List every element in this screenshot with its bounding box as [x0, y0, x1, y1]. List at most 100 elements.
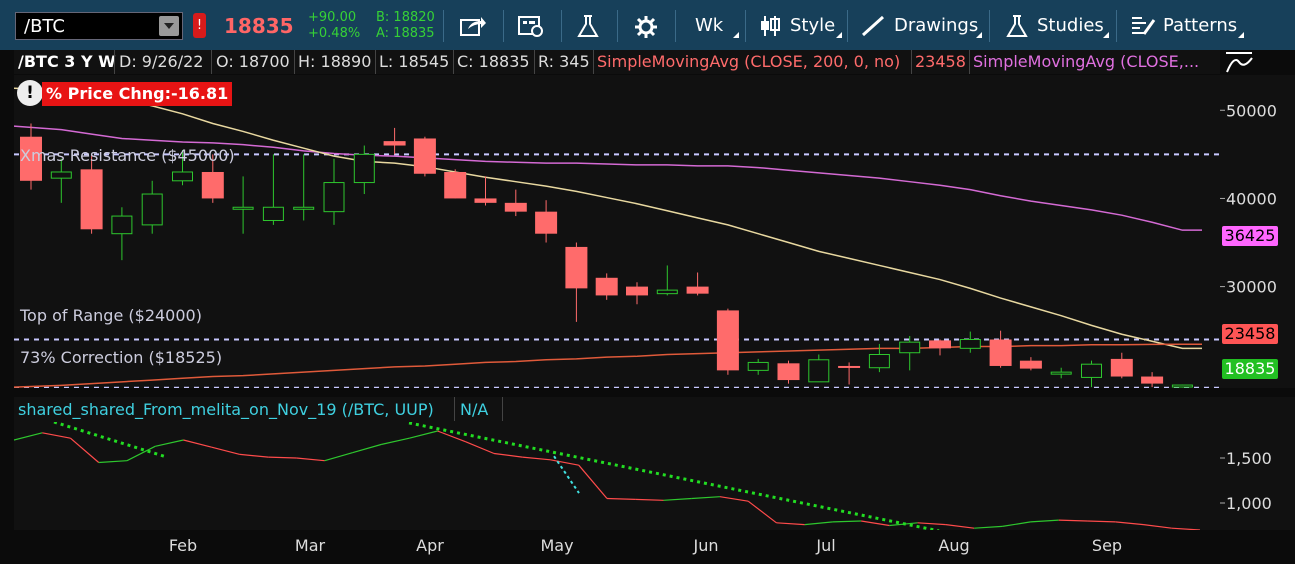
study-line-segment [126, 445, 156, 462]
study-line-segment [1171, 527, 1201, 531]
style-button[interactable]: Style [790, 15, 836, 36]
study-chart[interactable] [13, 420, 1220, 533]
patterns-button[interactable]: Patterns [1163, 15, 1238, 36]
close-value: C: 18835 [457, 52, 530, 71]
bid-ask: B: 18820 A: 18835 [376, 10, 435, 42]
time-axis[interactable]: Feb Mar Apr May Jun Jul Aug Sep [0, 530, 1295, 560]
aggregation-button[interactable]: Wk [695, 15, 724, 36]
info-divider [375, 50, 376, 74]
candle-body [353, 153, 375, 184]
study-line-segment [861, 520, 890, 527]
open-value: O: 18700 [216, 52, 290, 71]
price-axis-label: 50000 [1226, 101, 1277, 120]
candle-body [565, 246, 588, 289]
info-divider [593, 50, 594, 74]
studies-button[interactable]: Studies [1037, 15, 1104, 36]
sma-tan-line [13, 87, 1202, 350]
gear-icon[interactable] [633, 14, 659, 40]
sma200-value: 23458 [915, 52, 966, 71]
study-pane[interactable] [13, 420, 1220, 533]
candle-body [989, 339, 1012, 366]
candle-body [535, 211, 558, 234]
chart-toggle-icon[interactable] [1224, 50, 1254, 76]
price-axis-label: 40000 [1226, 189, 1277, 208]
study-line-segment [550, 459, 579, 466]
study-line-segment [13, 432, 43, 441]
candle-body [232, 206, 254, 210]
price-axis-label: 30000 [1226, 278, 1277, 297]
study-line-segment [493, 452, 523, 458]
study-line-segment [98, 460, 127, 464]
symbol-dropdown-icon[interactable] [159, 16, 179, 36]
study-line-segment [974, 525, 1003, 529]
patterns-icon[interactable] [1130, 14, 1156, 38]
candle-body [413, 138, 436, 174]
sma2-label[interactable]: SimpleMovingAvg (CLOSE,... [973, 52, 1200, 71]
study-line-segment [1030, 519, 1059, 523]
toolbar-divider [1116, 10, 1117, 42]
study-line-segment [945, 524, 975, 529]
study-line-segment [324, 452, 354, 462]
toolbar-divider [503, 10, 504, 42]
price-pane[interactable] [13, 75, 1220, 389]
aggregation-corner-icon [733, 32, 739, 38]
high-value: H: 18890 [298, 52, 372, 71]
study-axis[interactable]: 1,000 1,500 [1220, 397, 1295, 530]
study-line-segment [211, 446, 241, 455]
sma200-label[interactable]: SimpleMovingAvg (CLOSE, 200, 0, no) [597, 52, 901, 71]
study-line-segment [1115, 521, 1144, 526]
toolbar-divider [847, 10, 848, 42]
pct-change-value: +0.48% [308, 26, 361, 41]
study-line-segment [606, 497, 636, 500]
study-line-segment [380, 437, 410, 446]
study-line-segment [804, 521, 833, 526]
study-line-segment [1087, 520, 1116, 523]
chart-title: /BTC 3 Y W [18, 52, 116, 71]
sma-magenta-line [13, 125, 1202, 231]
time-axis-label: Jun [693, 536, 719, 555]
sma200-line [13, 343, 1202, 388]
study-line-segment [522, 456, 551, 461]
drawing-line-icon[interactable] [860, 14, 886, 38]
study-line-segment [465, 441, 495, 455]
study-line-segment [917, 522, 946, 526]
alert-icon[interactable]: ! [193, 13, 206, 38]
warning-icon[interactable]: ! [17, 80, 43, 106]
time-axis-label: Aug [938, 536, 969, 555]
sma200-tag: 23458 [1222, 324, 1278, 344]
price-chart[interactable] [13, 75, 1220, 389]
study-title[interactable]: shared_shared_From_melita_on_Nov_19 (/BT… [18, 400, 434, 419]
trendline [408, 421, 940, 533]
study-line-segment [832, 520, 862, 523]
info-divider [911, 50, 912, 74]
toolbar-divider [443, 10, 444, 42]
study-value: N/A [460, 400, 489, 419]
info-divider [453, 50, 454, 74]
level-label-xmas: Xmas Resistance ($45000) [20, 146, 235, 165]
candle-body [50, 171, 72, 179]
study-line-segment [183, 439, 212, 448]
candle-body [959, 339, 981, 349]
drawings-button[interactable]: Drawings [894, 15, 979, 36]
candlestick-icon[interactable] [758, 14, 782, 38]
study-line-segment [352, 443, 382, 454]
bid-value: B: 18820 [376, 10, 435, 25]
candle-body [747, 361, 769, 371]
flask-icon[interactable] [576, 14, 600, 40]
last-price-tag: 18835 [1222, 359, 1278, 379]
study-axis-label: 1,000 [1226, 494, 1272, 513]
candle-body [777, 363, 800, 381]
studies-flask-icon[interactable] [1005, 14, 1029, 40]
study-line-segment [155, 439, 184, 447]
toolbar-divider [675, 10, 676, 42]
share-icon[interactable] [459, 14, 487, 38]
candle-body [444, 171, 467, 199]
candle-body [201, 171, 224, 199]
info-divider [294, 50, 295, 74]
trendline [53, 420, 165, 458]
style-corner-icon [836, 32, 842, 38]
study-line-segment [691, 496, 720, 500]
chart-settings-icon[interactable] [517, 14, 545, 38]
symbol-selector[interactable]: /BTC [15, 12, 183, 40]
symbol-input[interactable]: /BTC [24, 16, 65, 37]
